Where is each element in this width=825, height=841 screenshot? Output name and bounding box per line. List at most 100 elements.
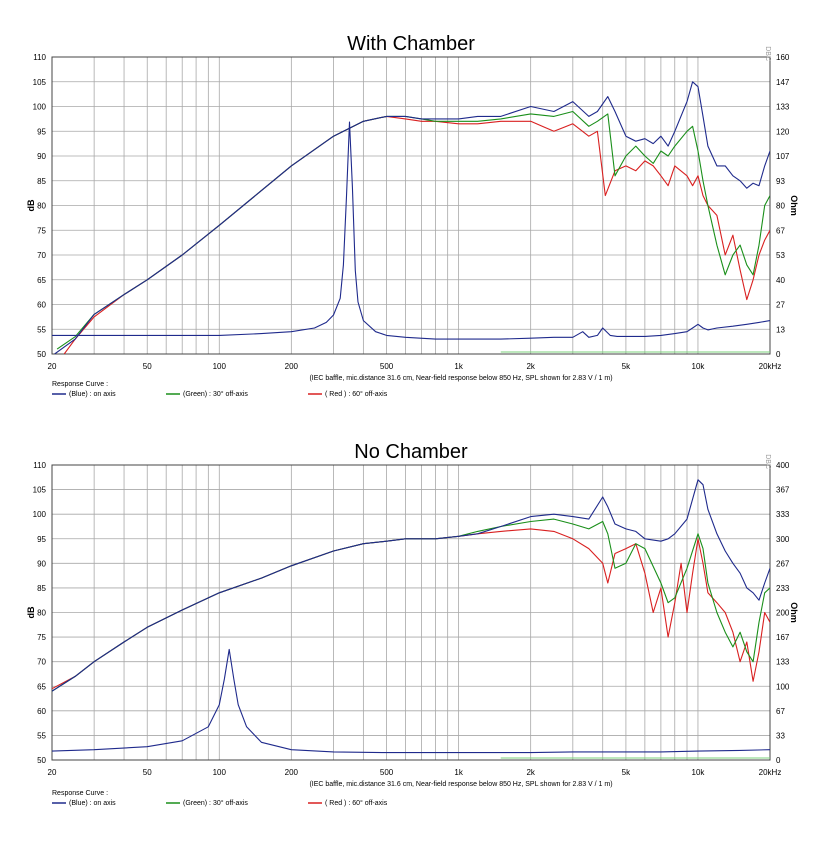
y2-tick-label: 80 bbox=[776, 202, 785, 211]
series-group bbox=[52, 81, 770, 354]
x-tick-label: 5k bbox=[622, 362, 631, 371]
y2-tick-label: 0 bbox=[776, 756, 781, 765]
legend-title: Response Curve : bbox=[52, 790, 108, 797]
y-tick-label: 110 bbox=[33, 53, 46, 62]
y-tick-label: 75 bbox=[37, 633, 46, 642]
x-tick-label: 500 bbox=[380, 362, 394, 371]
x-tick-label: 5k bbox=[622, 768, 631, 777]
grid bbox=[51, 56, 771, 355]
x-tick-label: 1k bbox=[454, 362, 463, 371]
legend: Response Curve : (Blue) : on axis (Green) … bbox=[52, 381, 388, 398]
y2-tick-label: 107 bbox=[776, 152, 790, 161]
legend-label: (Green) : 30° off-axis bbox=[183, 390, 248, 398]
x-tick-label: 50 bbox=[143, 362, 152, 371]
y-tick-label: 100 bbox=[33, 510, 47, 519]
plot-frame bbox=[51, 464, 771, 761]
y2-tick-label: 333 bbox=[776, 510, 790, 519]
y2-tick-label: 160 bbox=[776, 53, 790, 62]
y2-tick-label: 53 bbox=[776, 251, 785, 260]
x-tick-label: 100 bbox=[213, 362, 227, 371]
y2-tick-label: 40 bbox=[776, 276, 785, 285]
y2-axis-label: Ohm bbox=[789, 195, 799, 216]
y2-tick-label: 147 bbox=[776, 78, 790, 87]
watermark: DBC bbox=[764, 46, 771, 61]
y2-tick-label: 100 bbox=[776, 682, 790, 691]
y2-tick-label: 27 bbox=[776, 301, 785, 310]
y-tick-label: 95 bbox=[37, 127, 46, 136]
y2-tick-label: 400 bbox=[776, 461, 790, 470]
y-tick-label: 50 bbox=[37, 756, 46, 765]
x-tick-label: 20 bbox=[48, 362, 57, 371]
series-line-impedance bbox=[52, 121, 770, 340]
x-tick-label: 50 bbox=[143, 768, 152, 777]
y-tick-label: 105 bbox=[33, 78, 47, 87]
y-tick-label: 90 bbox=[37, 559, 46, 568]
x-tick-label: 20kHz bbox=[759, 362, 782, 371]
x-axis-note: (IEC baffle, mic.distance 31.6 cm, Near-… bbox=[309, 781, 612, 788]
x-tick-label: 2k bbox=[526, 362, 535, 371]
y-axis-label: dB bbox=[26, 199, 36, 211]
y-tick-label: 65 bbox=[37, 682, 46, 691]
series-line-0 bbox=[54, 81, 770, 354]
y2-tick-label: 133 bbox=[776, 103, 790, 112]
legend-label: (Blue) : on axis bbox=[69, 391, 116, 398]
x-tick-label: 100 bbox=[213, 768, 227, 777]
y2-tick-label: 200 bbox=[776, 609, 790, 618]
y2-tick-label: 167 bbox=[776, 633, 790, 642]
plot-frame bbox=[51, 56, 771, 355]
x-tick-label: 10k bbox=[692, 362, 706, 371]
y2-tick-label: 67 bbox=[776, 226, 785, 235]
y-tick-label: 85 bbox=[37, 177, 46, 186]
y2-tick-label: 13 bbox=[776, 325, 785, 334]
y-tick-label: 80 bbox=[37, 202, 46, 211]
y2-tick-label: 133 bbox=[776, 658, 790, 667]
y-tick-label: 90 bbox=[37, 152, 46, 161]
y2-tick-label: 120 bbox=[776, 127, 790, 136]
y-tick-label: 55 bbox=[37, 325, 46, 334]
x-tick-label: 20 bbox=[48, 768, 57, 777]
x-tick-label: 2k bbox=[526, 768, 535, 777]
x-axis-note: (IEC baffle, mic.distance 31.6 cm, Near-… bbox=[309, 375, 612, 382]
y-axis-label: dB bbox=[26, 606, 36, 618]
y-tick-label: 55 bbox=[37, 731, 46, 740]
y-tick-label: 70 bbox=[37, 658, 46, 667]
y-tick-label: 110 bbox=[33, 461, 46, 470]
x-tick-label: 20kHz bbox=[759, 768, 782, 777]
series-group bbox=[52, 479, 770, 759]
y-tick-label: 105 bbox=[33, 486, 47, 495]
y-tick-label: 100 bbox=[33, 103, 47, 112]
y2-tick-label: 67 bbox=[776, 707, 785, 716]
chart-1: With Chamber 110 105 100 95 90 85 80 75 70 65 60 55 5… bbox=[26, 33, 799, 398]
y-tick-label: 85 bbox=[37, 584, 46, 593]
legend-title: Response Curve : bbox=[52, 381, 108, 388]
chart-2: No Chamber 110 105 100 95 90 85 80 75 70 65 60 55 50 4… bbox=[26, 441, 799, 807]
y2-tick-label: 93 bbox=[776, 177, 785, 186]
y2-axis-label: Ohm bbox=[789, 602, 799, 623]
legend-label: (Blue) : on axis bbox=[69, 800, 116, 807]
series-line-0 bbox=[52, 479, 770, 692]
y-tick-label: 70 bbox=[37, 251, 46, 260]
legend-label: ( Red ) : 60° off-axis bbox=[325, 799, 388, 807]
y-tick-label: 75 bbox=[37, 226, 46, 235]
y2-tick-label: 367 bbox=[776, 486, 790, 495]
y2-tick-label: 33 bbox=[776, 731, 785, 740]
legend: Response Curve : (Blue) : on axis (Green) … bbox=[52, 790, 388, 807]
y2-tick-label: 300 bbox=[776, 535, 790, 544]
y-tick-label: 60 bbox=[37, 301, 46, 310]
x-tick-label: 500 bbox=[380, 768, 394, 777]
chart-title: No Chamber bbox=[354, 441, 468, 463]
y-tick-label: 80 bbox=[37, 609, 46, 618]
x-tick-label: 200 bbox=[285, 362, 299, 371]
x-tick-label: 1k bbox=[454, 768, 463, 777]
y-tick-label: 95 bbox=[37, 535, 46, 544]
x-tick-label: 10k bbox=[692, 768, 706, 777]
series-line-impedance bbox=[52, 648, 770, 754]
y-tick-label: 60 bbox=[37, 707, 46, 716]
y2-tick-label: 267 bbox=[776, 559, 790, 568]
y-tick-label: 50 bbox=[37, 350, 46, 359]
legend-label: ( Red ) : 60° off-axis bbox=[325, 390, 388, 398]
chart-title: With Chamber bbox=[347, 33, 475, 55]
y-tick-label: 65 bbox=[37, 276, 46, 285]
